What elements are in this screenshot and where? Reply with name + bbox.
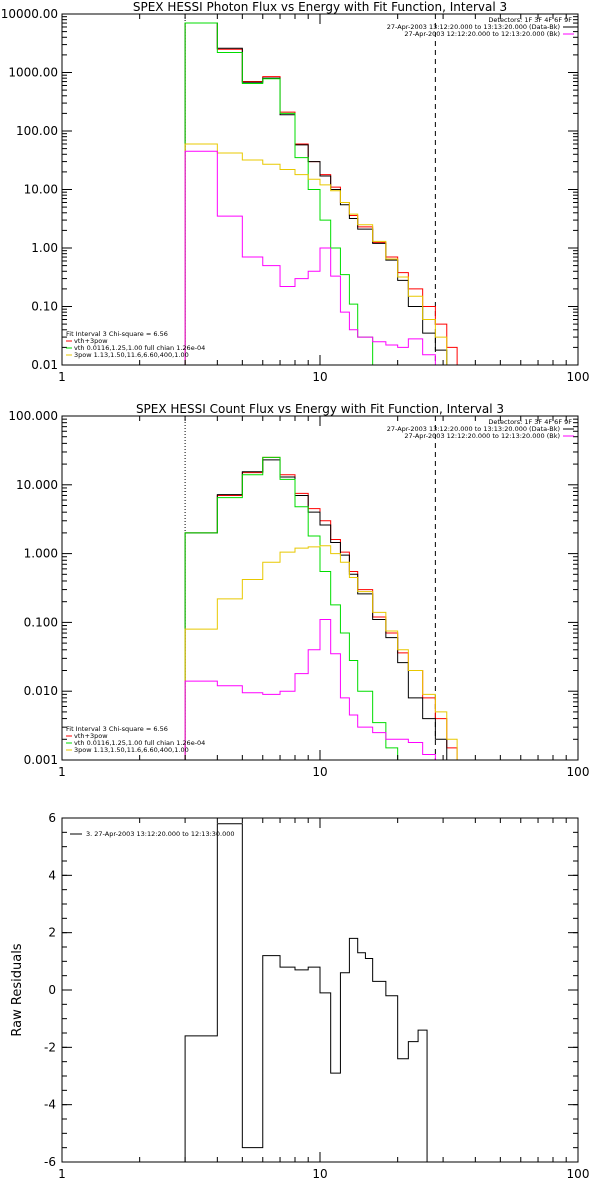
series-1-line (184, 823, 428, 1162)
x-tick-label: 100 (567, 370, 590, 384)
chart-title: SPEX HESSI Count Flux vs Energy with Fit… (136, 402, 504, 416)
legend-top-text: 27-Apr-2003 12:12:20.000 to 12:13:20.000… (404, 432, 560, 440)
x-tick-label: 1 (58, 765, 66, 779)
y-tick-label: -2 (44, 1040, 56, 1054)
y-tick-label: 1.000 (24, 547, 58, 561)
y-tick-label: 4 (48, 868, 56, 882)
legend-bottom-text: 3pow 1.13,1.50,11.6,6.60,400,1.00 (74, 351, 189, 359)
legend-top-text: 27-Apr-2003 12:12:20.000 to 12:13:20.000… (404, 30, 560, 38)
y-tick-label: 0.100 (24, 615, 58, 629)
series-5-line (184, 619, 436, 760)
series-4-line (184, 143, 458, 365)
legend-bottom-text: 3pow 1.13,1.50,11.6,6.60,400,1.00 (74, 746, 189, 754)
y-axis-label: Raw Residuals (10, 943, 25, 1036)
x-tick-label: 1 (58, 370, 66, 384)
x-tick-label: 10 (312, 370, 327, 384)
legend-bottom-text: vth 0.0116,1.25,1.00 full chian 1.26e-04 (74, 344, 205, 352)
y-tick-label: 0.010 (24, 684, 58, 698)
series-5-line (184, 150, 448, 365)
series-2-line (184, 459, 458, 760)
panel-1: SPEX HESSI Photon Flux vs Energy with Fi… (1, 0, 590, 384)
plot-area (184, 416, 458, 760)
y-tick-label: 6 (48, 811, 56, 825)
legend-bottom-text: Fit Interval 3 Chi-square = 6.56 (66, 330, 168, 338)
plot-area (184, 823, 428, 1162)
legend-top-text: Detectors: 1F 3F 4F 6F 9F (488, 16, 572, 24)
y-tick-label: 100.00 (16, 124, 58, 138)
legend-bottom-text: vth+3pow (74, 732, 108, 740)
y-tick-label: 1.00 (31, 241, 58, 255)
legend-bottom-text: vth 0.0116,1.25,1.00 full chian 1.26e-04 (74, 739, 205, 747)
y-tick-label: 10.000 (16, 478, 58, 492)
legend-text: 3. 27-Apr-2003 13:12:20.000 to 12:13:30.… (86, 830, 235, 838)
y-tick-label: 10.00 (24, 183, 58, 197)
x-tick-label: 1 (58, 1167, 66, 1181)
y-tick-label: 0.01 (31, 358, 58, 372)
y-tick-label: 0.10 (31, 300, 58, 314)
panel-2: SPEX HESSI Count Flux vs Energy with Fit… (8, 402, 589, 779)
y-tick-label: -6 (44, 1155, 56, 1169)
y-tick-label: 0.001 (24, 753, 58, 767)
panel-3: 1 10 100 -6 -4 -2 0 2 4 6 Raw Residuals 3. 27-Apr-2… (10, 811, 589, 1181)
series-2-line (184, 22, 458, 365)
legend-top-text: 27-Apr-2003 13:12:20.000 to 13:13:20.000… (387, 425, 560, 433)
x-tick-label: 10 (312, 765, 327, 779)
x-tick-label: 10 (312, 1167, 327, 1181)
y-tick-label: 10000.00 (1, 7, 58, 21)
x-tick-label: 100 (567, 765, 590, 779)
y-tick-label: -4 (44, 1098, 56, 1112)
y-tick-label: 2 (48, 926, 56, 940)
y-tick-label: 1000.00 (8, 66, 58, 80)
legend-top-text: 27-Apr-2003 13:12:20.000 to 13:13:20.000… (387, 23, 560, 31)
plot-area (184, 14, 458, 365)
y-tick-label: 0 (48, 983, 56, 997)
legend-bottom-text: Fit Interval 3 Chi-square = 6.56 (66, 725, 168, 733)
chart-title: SPEX HESSI Photon Flux vs Energy with Fi… (133, 0, 507, 14)
y-tick-label: 100.000 (8, 409, 58, 423)
series-1-line (184, 456, 458, 760)
legend-top-text: Detectors: 1F 3F 4F 6F 9F (488, 418, 572, 426)
series-4-line (184, 545, 458, 760)
legend-bottom-text: vth+3pow (74, 337, 108, 345)
series-3-line (184, 22, 387, 365)
series-3-line (184, 456, 399, 760)
x-tick-label: 100 (567, 1167, 590, 1181)
series-1-line (184, 22, 458, 365)
axes-frame (61, 415, 579, 761)
